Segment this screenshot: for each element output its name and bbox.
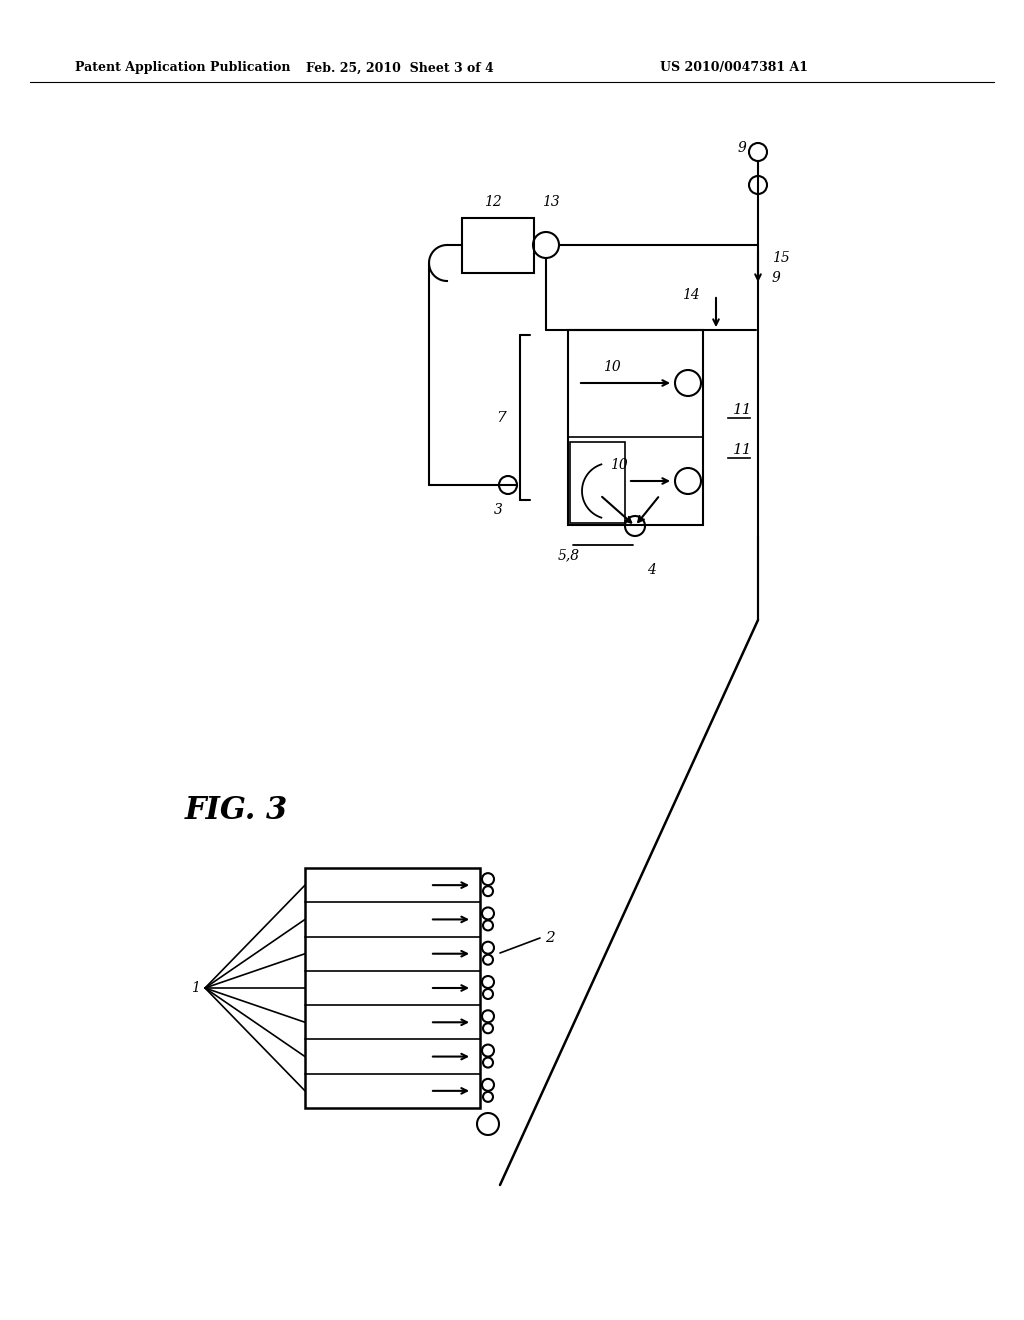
Text: 1: 1 — [191, 981, 200, 995]
Text: 4: 4 — [647, 564, 656, 577]
Text: 3: 3 — [494, 503, 503, 517]
Text: 11: 11 — [733, 403, 753, 417]
Text: 10: 10 — [610, 458, 628, 473]
Text: 11: 11 — [733, 444, 753, 457]
Text: 9: 9 — [772, 271, 781, 285]
Text: FIG. 3: FIG. 3 — [185, 795, 288, 826]
Text: 9: 9 — [737, 141, 746, 154]
Bar — [568, 330, 703, 525]
Text: 2: 2 — [545, 931, 555, 945]
Text: 14: 14 — [682, 288, 700, 302]
Text: 10: 10 — [603, 360, 621, 374]
Text: 5,8: 5,8 — [558, 548, 581, 562]
Text: 15: 15 — [772, 251, 790, 265]
Text: US 2010/0047381 A1: US 2010/0047381 A1 — [660, 62, 808, 74]
Text: 13: 13 — [542, 195, 560, 209]
Bar — [305, 869, 480, 1107]
Text: Feb. 25, 2010  Sheet 3 of 4: Feb. 25, 2010 Sheet 3 of 4 — [306, 62, 494, 74]
Text: 12: 12 — [484, 195, 502, 209]
Bar — [570, 442, 625, 523]
Text: Patent Application Publication: Patent Application Publication — [75, 62, 291, 74]
Text: 7: 7 — [497, 411, 506, 425]
Bar — [462, 218, 534, 273]
